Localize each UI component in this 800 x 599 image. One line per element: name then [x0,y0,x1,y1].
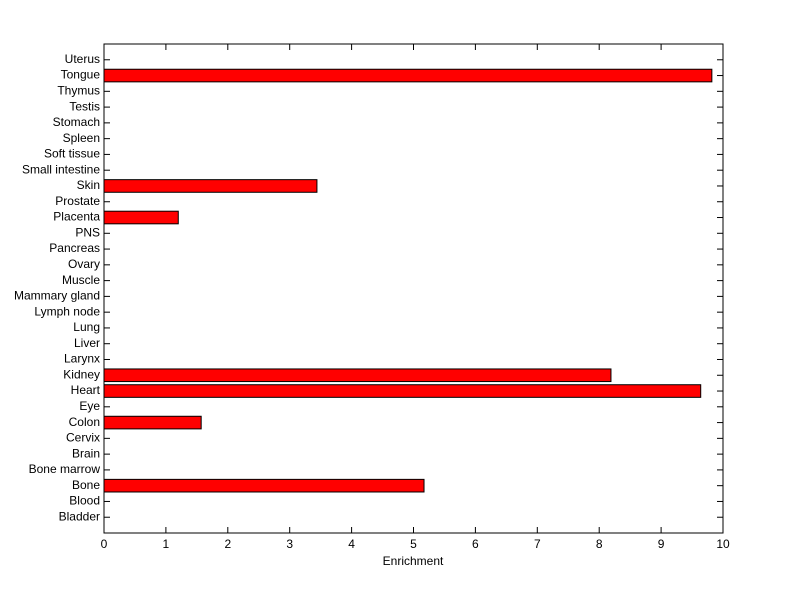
bar [103,384,702,398]
x-tick-label: 0 [101,537,108,551]
y-tick-label: Spleen [63,131,100,145]
y-tick-label: Brain [72,446,100,460]
y-tick-label: Muscle [62,273,100,287]
y-tick-label: Tongue [61,68,101,82]
x-tick-label: 4 [348,537,355,551]
bar [103,210,179,225]
x-tick-label: 1 [163,537,170,551]
y-tick-label: Bone marrow [29,462,101,476]
y-tick-label: Uterus [65,52,100,66]
x-tick-label: 9 [658,537,665,551]
y-tick-label: Thymus [57,83,100,97]
x-tick-label: 6 [472,537,479,551]
x-tick-label: 7 [534,537,541,551]
bar [103,415,202,430]
y-tick-label: Bladder [59,509,100,523]
y-tick-label: Pancreas [49,241,100,255]
y-tick-label: PNS [75,225,100,239]
y-tick-label: Heart [71,383,101,397]
x-tick-label: 10 [716,537,730,551]
y-tick-label: Larynx [64,352,100,366]
y-tick-label: Liver [74,336,100,350]
y-tick-label: Skin [77,178,100,192]
y-tick-label: Lung [73,320,100,334]
y-tick-label: Colon [69,415,100,429]
bar [103,68,713,83]
y-tick-label: Small intestine [22,162,100,176]
y-tick-label: Prostate [55,194,100,208]
y-tick-label: Bone [72,478,100,492]
bar [103,478,425,493]
y-tick-label: Cervix [66,431,100,445]
y-tick-label: Eye [79,399,100,413]
x-tick-label: 3 [286,537,293,551]
y-tick-label: Mammary gland [14,289,100,303]
y-tick-label: Ovary [68,257,100,271]
x-tick-label: 5 [410,537,417,551]
y-tick-label: Placenta [53,210,100,224]
y-tick-label: Testis [69,99,100,113]
bar [103,179,318,193]
y-tick-label: Lymph node [34,304,100,318]
y-tick-label: Stomach [53,115,100,129]
y-tick-label: Soft tissue [44,147,100,161]
y-tick-label: Blood [69,494,100,508]
y-tick-label: Kidney [63,367,100,381]
x-tick-label: 2 [224,537,231,551]
x-tick-label: 8 [596,537,603,551]
bar [103,368,612,383]
x-axis-label: Enrichment [383,554,444,568]
plot-frame [103,43,724,534]
